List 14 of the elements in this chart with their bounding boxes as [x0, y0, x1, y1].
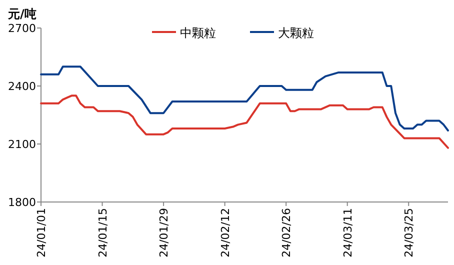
- x-tick-label: 24/01/15: [96, 208, 110, 258]
- x-tick-label: 24/03/11: [341, 208, 354, 258]
- legend-label: 大颗粒: [278, 26, 314, 40]
- legend-label: 中颗粒: [180, 26, 216, 40]
- x-tick-label: 24/02/26: [280, 208, 294, 258]
- y-tick-label: 1800: [8, 196, 36, 209]
- x-tick-label: 24/01/01: [35, 208, 48, 258]
- x-tick-label: 24/02/12: [218, 208, 232, 258]
- y-tick-label: 2100: [8, 138, 36, 151]
- y-axis-title: 元/吨: [7, 7, 36, 21]
- y-tick-label: 2700: [8, 22, 36, 35]
- y-tick-label: 2400: [8, 80, 36, 93]
- x-tick-label: 24/01/29: [158, 208, 171, 258]
- x-tick-label: 24/03/25: [402, 208, 416, 258]
